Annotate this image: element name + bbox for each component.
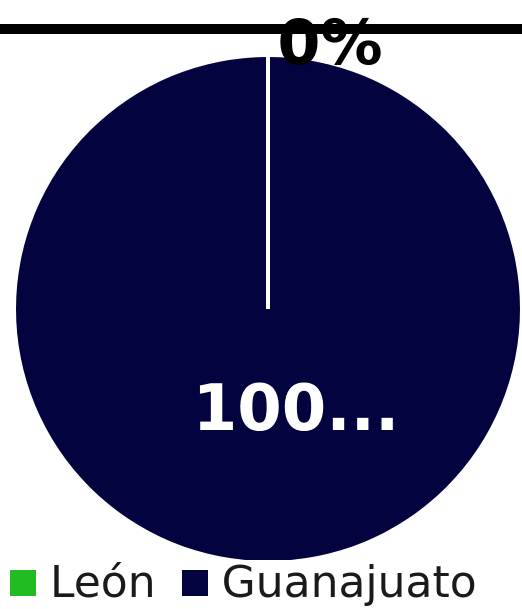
chart-legend: León Guanajuato [10,556,503,609]
legend-swatch-guanajuato [181,569,208,596]
legend-swatch-leon [10,569,36,596]
pie-data-labels: 0% 100... [193,6,400,446]
data-label-guanajuato: 100... [193,372,400,446]
legend-label-leon: León [50,556,156,608]
pie-slices [16,57,520,560]
top-rule [0,24,522,34]
pie-chart: 0% 100... [16,6,520,560]
legend-item-guanajuato[interactable]: Guanajuato [181,556,477,608]
legend-item-leon[interactable]: León [10,556,156,608]
data-label-leon: 0% [277,6,382,79]
legend-label-guanajuato: Guanajuato [221,556,477,608]
